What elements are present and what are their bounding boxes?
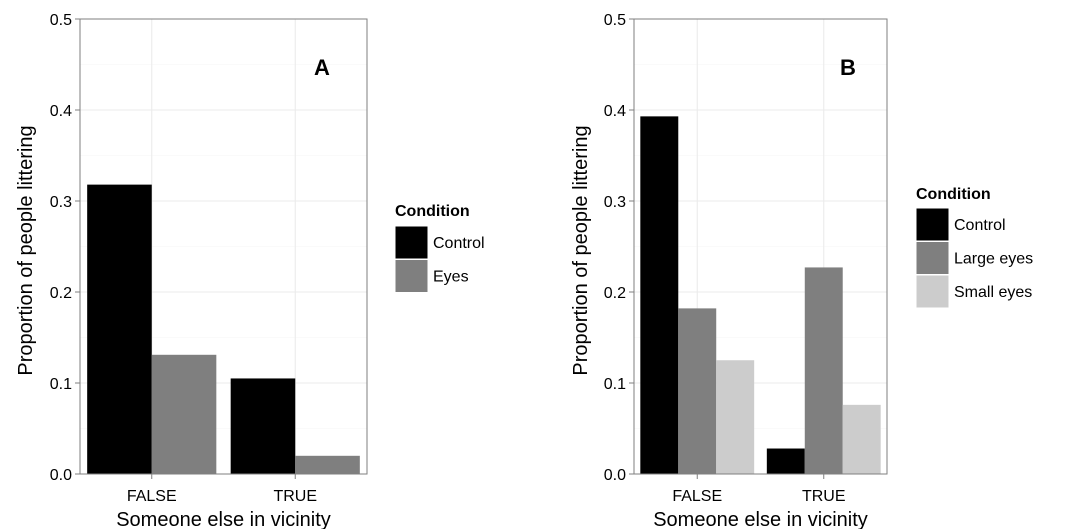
x-tick-label: FALSE [672, 488, 722, 505]
y-axis-title: Proportion of people littering [15, 125, 37, 375]
legend-label: Control [433, 235, 485, 252]
legend: Condition Control Eyes [394, 203, 485, 293]
y-tick-label: 0.1 [50, 376, 72, 393]
y-tick-label: 0.1 [604, 376, 626, 393]
y-tick-label: 0.3 [50, 194, 72, 211]
bar-small-eyes-true [842, 404, 881, 474]
bar-control-false [640, 116, 679, 475]
bar-small-eyes-false [716, 360, 755, 474]
legend-label: Eyes [433, 269, 469, 286]
x-tick-label: TRUE [273, 488, 317, 505]
bar-control-true [766, 448, 805, 474]
y-tick-label: 0.2 [604, 285, 626, 302]
legend-label: Control [954, 217, 1006, 234]
y-axis-title: Proportion of people littering [570, 125, 592, 375]
legend-title: Condition [916, 186, 991, 203]
legend: Condition Control Large eyes Small eyes [915, 186, 1033, 309]
bar-large-eyes-true [804, 267, 843, 474]
y-tick-label: 0.4 [50, 103, 72, 120]
legend-swatch-small-eyes [915, 274, 950, 309]
legend-swatch-control [394, 225, 429, 260]
legend-title: Condition [395, 203, 470, 220]
bar-eyes-false [151, 354, 217, 474]
chart-panel-b: 0.0 0.1 0.2 0.3 0.4 0.5 FALSE TRUE Someone else … [570, 12, 1033, 529]
y-tick-label: 0.5 [50, 12, 72, 29]
bar-eyes-true [295, 455, 360, 474]
y-tick-label: 0.0 [604, 467, 626, 484]
bar-large-eyes-false [678, 308, 717, 474]
y-tick-label: 0.3 [604, 194, 626, 211]
bar-control-false [87, 184, 152, 474]
x-tick-label: FALSE [127, 488, 177, 505]
legend-swatch-eyes [394, 259, 429, 293]
y-tick-label: 0.5 [604, 12, 626, 29]
panel-letter: A [314, 55, 330, 80]
legend-swatch-large-eyes [915, 241, 950, 275]
x-axis-title: Someone else in vicinity [653, 509, 868, 529]
panel-letter: B [840, 55, 856, 80]
x-axis-title: Someone else in vicinity [116, 509, 331, 529]
x-tick-label: TRUE [802, 488, 846, 505]
y-tick-label: 0.2 [50, 285, 72, 302]
y-tick-label: 0.4 [604, 103, 626, 120]
legend-swatch-control [915, 207, 950, 242]
chart-panel-a: 0.0 0.1 0.2 0.3 0.4 0.5 FALSE TRUE Someone else … [15, 12, 485, 529]
legend-label: Large eyes [954, 251, 1033, 268]
plot-border [633, 18, 888, 475]
legend-label: Small eyes [954, 284, 1032, 301]
bar-control-true [230, 378, 296, 474]
plot-border [79, 18, 368, 475]
y-tick-label: 0.0 [50, 467, 72, 484]
